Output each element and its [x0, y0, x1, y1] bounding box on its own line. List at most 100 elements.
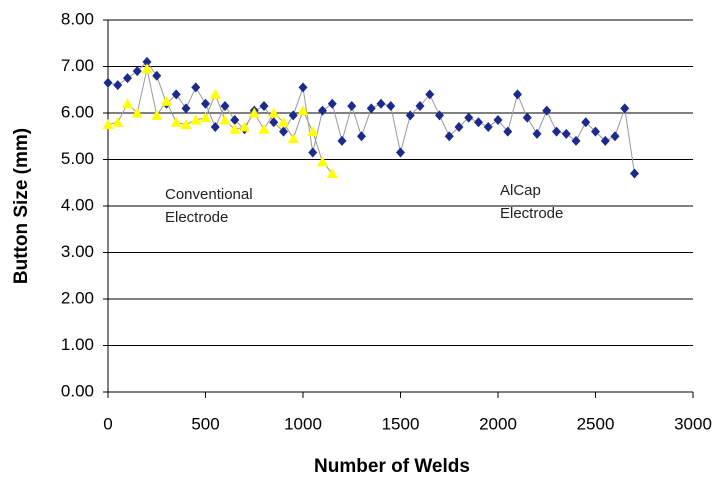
- x-tick-label: 2000: [479, 414, 517, 433]
- point: [307, 126, 319, 137]
- point: [308, 147, 318, 158]
- annotation: Conventional: [165, 186, 253, 203]
- point: [230, 114, 240, 125]
- point: [561, 128, 571, 139]
- point: [103, 77, 113, 88]
- point: [171, 89, 181, 100]
- point: [405, 110, 415, 121]
- point: [581, 117, 591, 128]
- x-tick-label: 3000: [674, 414, 712, 433]
- point: [113, 80, 123, 91]
- point: [248, 107, 260, 118]
- point: [123, 73, 132, 84]
- point: [201, 98, 210, 109]
- point: [435, 110, 444, 121]
- point: [317, 156, 328, 167]
- point: [210, 121, 220, 132]
- point: [571, 135, 581, 146]
- point: [522, 112, 532, 123]
- point: [200, 112, 211, 123]
- y-axis-title: Button Size (mm): [11, 128, 32, 284]
- point: [318, 105, 327, 116]
- point: [620, 103, 630, 114]
- point: [591, 126, 600, 137]
- y-tick-label: 8.00: [61, 9, 94, 28]
- series-line: [107, 61, 635, 174]
- point: [131, 107, 143, 118]
- point: [102, 119, 114, 130]
- point: [209, 88, 221, 99]
- point: [326, 167, 338, 178]
- point: [386, 101, 396, 112]
- y-tick-label: 1.00: [61, 335, 94, 354]
- y-tick-label: 2.00: [61, 288, 94, 307]
- point: [493, 114, 503, 125]
- point: [142, 56, 152, 67]
- point: [297, 105, 309, 116]
- y-tick-label: 0.00: [61, 381, 94, 400]
- point: [444, 131, 454, 142]
- point: [170, 116, 182, 127]
- point: [152, 70, 162, 81]
- point: [269, 117, 279, 128]
- point: [503, 126, 513, 137]
- point: [366, 103, 376, 114]
- point: [425, 89, 435, 100]
- point: [161, 95, 172, 106]
- point: [600, 135, 610, 146]
- point: [180, 119, 192, 130]
- point: [474, 117, 483, 128]
- point: [337, 135, 347, 146]
- point: [219, 114, 231, 125]
- point: [513, 89, 522, 100]
- point: [415, 101, 425, 112]
- point: [464, 112, 474, 123]
- point: [454, 121, 464, 132]
- point: [151, 109, 163, 120]
- x-tick-label: 500: [191, 414, 219, 433]
- x-tick-label: 1500: [382, 414, 420, 433]
- point: [181, 103, 191, 114]
- point: [298, 82, 308, 93]
- point: [112, 116, 124, 127]
- series-line: [107, 68, 333, 174]
- point: [357, 131, 366, 142]
- point: [552, 126, 561, 137]
- point: [287, 133, 299, 144]
- y-tick-label: 5.00: [61, 149, 94, 168]
- point: [288, 110, 298, 121]
- point: [376, 98, 386, 109]
- point: [190, 114, 202, 125]
- y-tick-label: 6.00: [61, 102, 94, 121]
- point: [347, 101, 357, 112]
- point: [229, 123, 241, 134]
- point: [259, 101, 269, 112]
- point: [327, 98, 337, 109]
- point: [630, 168, 639, 179]
- point: [132, 66, 142, 77]
- point: [220, 101, 230, 112]
- point: [191, 82, 201, 93]
- annotation: Electrode: [165, 209, 228, 226]
- annotation: Electrode: [500, 205, 563, 222]
- point: [141, 63, 153, 74]
- y-tick-label: 7.00: [61, 56, 94, 75]
- y-tick-label: 3.00: [61, 242, 94, 261]
- x-tick-label: 0: [103, 414, 112, 433]
- point: [542, 105, 552, 116]
- point: [483, 121, 493, 132]
- point: [396, 147, 405, 158]
- point: [268, 107, 280, 118]
- point: [122, 98, 133, 109]
- point: [279, 126, 288, 137]
- point: [532, 128, 542, 139]
- x-tick-label: 2500: [577, 414, 615, 433]
- point: [610, 131, 620, 142]
- point: [239, 121, 250, 132]
- point: [258, 123, 270, 134]
- point: [278, 116, 289, 127]
- x-axis-title: Number of Welds: [314, 456, 470, 477]
- annotation: AlCap: [500, 182, 541, 199]
- y-tick-label: 4.00: [61, 195, 94, 214]
